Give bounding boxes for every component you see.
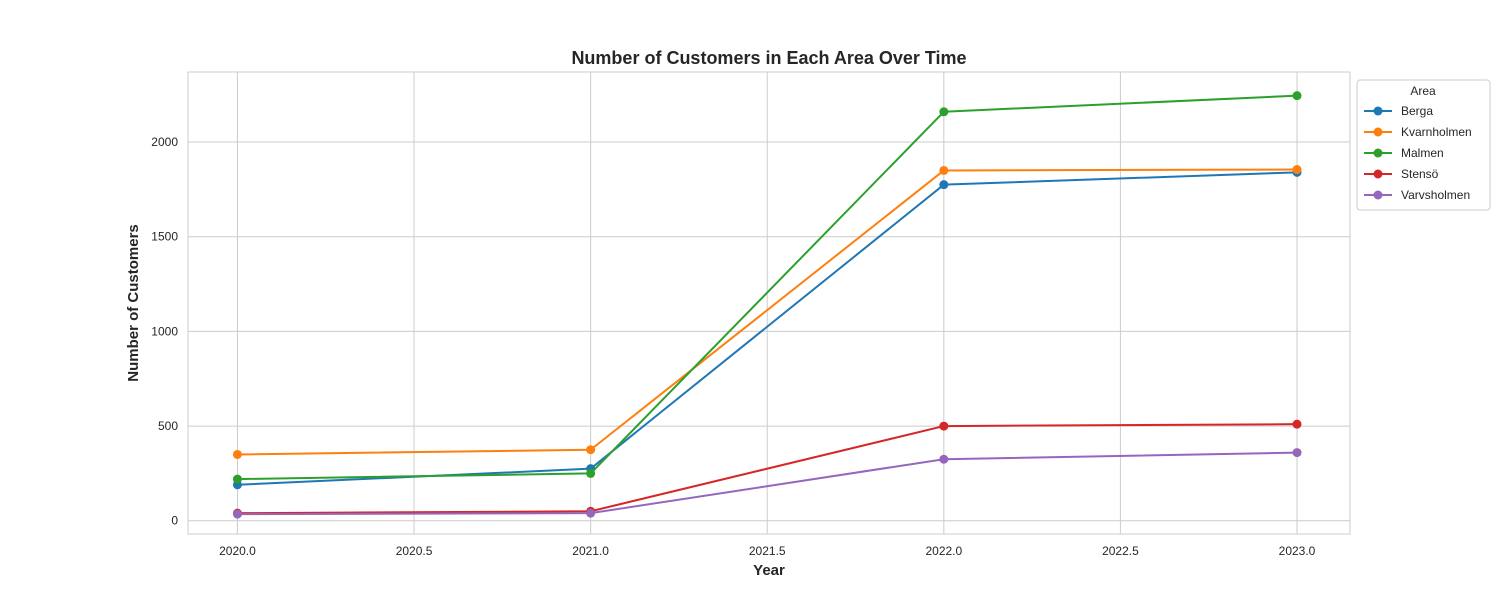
legend-item: Kvarnholmen [1364,125,1472,139]
x-tick-label: 2020.5 [396,544,433,558]
legend-label: Malmen [1401,146,1444,160]
plot-area [187,71,1351,535]
y-axis: 0 500 1000 1500 2000 [151,135,178,528]
series-malmen [232,91,1302,484]
data-point [939,421,949,431]
data-point [232,509,242,519]
legend-label: Stensö [1401,167,1439,181]
x-axis: 2020.0 2020.5 2021.0 2021.5 2022.0 2022.5 2023… [219,544,1316,558]
legend-box [1356,79,1491,211]
legend-title: Area [1410,84,1436,98]
legend-swatch-marker [1373,148,1383,158]
legend: Area Berga Kvarnholmen Malmen Stensö Varvsho… [1356,79,1491,211]
x-tick-label: 2021.0 [572,544,609,558]
legend-label: Berga [1401,104,1433,118]
x-tick-label: 2022.5 [1102,544,1139,558]
legend-label: Kvarnholmen [1401,125,1472,139]
legend-label: Varvsholmen [1401,188,1470,202]
data-point [1292,448,1302,458]
data-point [586,445,596,455]
y-tick-label: 1500 [151,230,178,244]
chart-title: Number of Customers in Each Area Over Ti… [571,48,966,68]
x-tick-label: 2022.0 [925,544,962,558]
data-point [939,454,949,464]
data-point [232,449,242,459]
legend-item: Stensö [1364,167,1439,181]
data-point [1292,165,1302,175]
data-point [232,474,242,484]
x-tick-label: 2021.5 [749,544,786,558]
series-kvarnholmen [232,165,1302,459]
data-point [939,180,949,190]
data-point [586,468,596,478]
data-point [586,508,596,518]
legend-item: Malmen [1364,146,1444,160]
legend-item: Varvsholmen [1364,188,1470,202]
legend-item: Berga [1364,104,1433,118]
data-point [939,165,949,175]
series-layer [232,91,1302,519]
x-axis-label: Year [753,562,785,579]
series-line [237,451,1298,516]
legend-swatch-marker [1373,127,1383,137]
x-tick-label: 2023.0 [1279,544,1316,558]
x-tick-label: 2020.0 [219,544,256,558]
grid [188,72,1350,534]
legend-swatch-marker [1373,106,1383,116]
y-tick-label: 1000 [151,324,178,338]
series-line [237,423,1298,515]
legend-swatch-marker [1373,169,1383,179]
series-line [237,94,1298,481]
y-tick-label: 0 [171,514,178,528]
data-point [1292,91,1302,101]
series-varvsholmen [232,448,1302,519]
y-tick-label: 500 [158,419,178,433]
series-line [237,168,1298,456]
y-axis-label: Number of Customers [125,224,142,382]
legend-swatch-marker [1373,190,1383,200]
y-tick-label: 2000 [151,135,178,149]
data-point [939,107,949,117]
data-point [1292,419,1302,429]
